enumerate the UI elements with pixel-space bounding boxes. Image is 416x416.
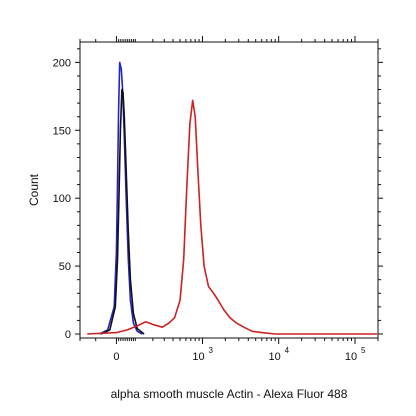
top-ticks — [79, 36, 379, 42]
y-axis-label: Count — [27, 173, 41, 206]
series-line-2 — [87, 99, 377, 335]
y-axis: 0 50 100 150 200 — [53, 48, 80, 341]
x-tick-exponent-2: 4 — [285, 346, 290, 355]
x-axis-label: alpha smooth muscle Actin - Alexa Fluor … — [111, 387, 348, 401]
y-tick-label-0: 0 — [65, 329, 71, 341]
x-tick-label-1: 10 — [192, 351, 204, 363]
plot-frame — [79, 41, 379, 339]
y-tick-label-4: 200 — [53, 57, 71, 69]
x-tick-exponent-3: 5 — [361, 346, 366, 355]
x-tick-label-0: 0 — [113, 351, 119, 363]
x-tick-label-3: 10 — [345, 351, 357, 363]
series-line-0 — [99, 61, 143, 335]
x-axis: 0 10 3 10 4 10 5 — [79, 338, 379, 363]
x-tick-label-2: 10 — [269, 351, 281, 363]
series-line-1 — [101, 88, 145, 335]
y-tick-label-3: 150 — [53, 125, 71, 137]
y-tick-label-1: 50 — [59, 261, 71, 273]
x-tick-exponent-1: 3 — [209, 346, 214, 355]
y-tick-label-2: 100 — [53, 193, 71, 205]
right-ticks — [378, 48, 383, 335]
series-group — [87, 61, 377, 335]
